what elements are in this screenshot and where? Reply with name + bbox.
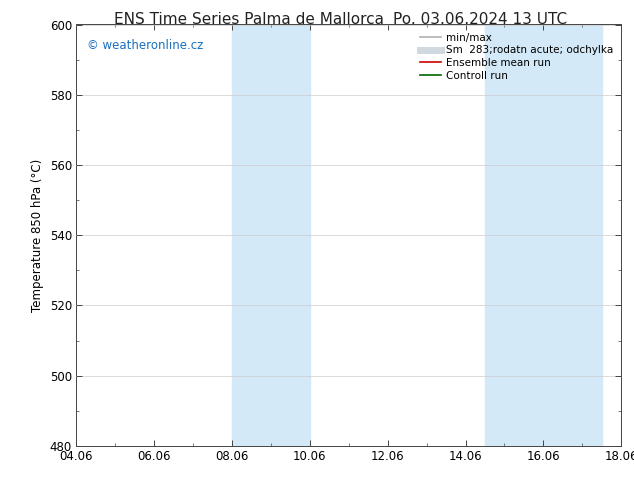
Legend: min/max, Sm  283;rodatn acute; odchylka, Ensemble mean run, Controll run: min/max, Sm 283;rodatn acute; odchylka, … [417, 30, 616, 84]
Text: © weatheronline.cz: © weatheronline.cz [87, 39, 204, 52]
Text: Po. 03.06.2024 13 UTC: Po. 03.06.2024 13 UTC [393, 12, 567, 27]
Y-axis label: Temperature 850 hPa (°C): Temperature 850 hPa (°C) [31, 159, 44, 312]
Text: ENS Time Series Palma de Mallorca: ENS Time Series Palma de Mallorca [114, 12, 384, 27]
Bar [485, 24, 602, 446]
Bar [232, 24, 310, 446]
